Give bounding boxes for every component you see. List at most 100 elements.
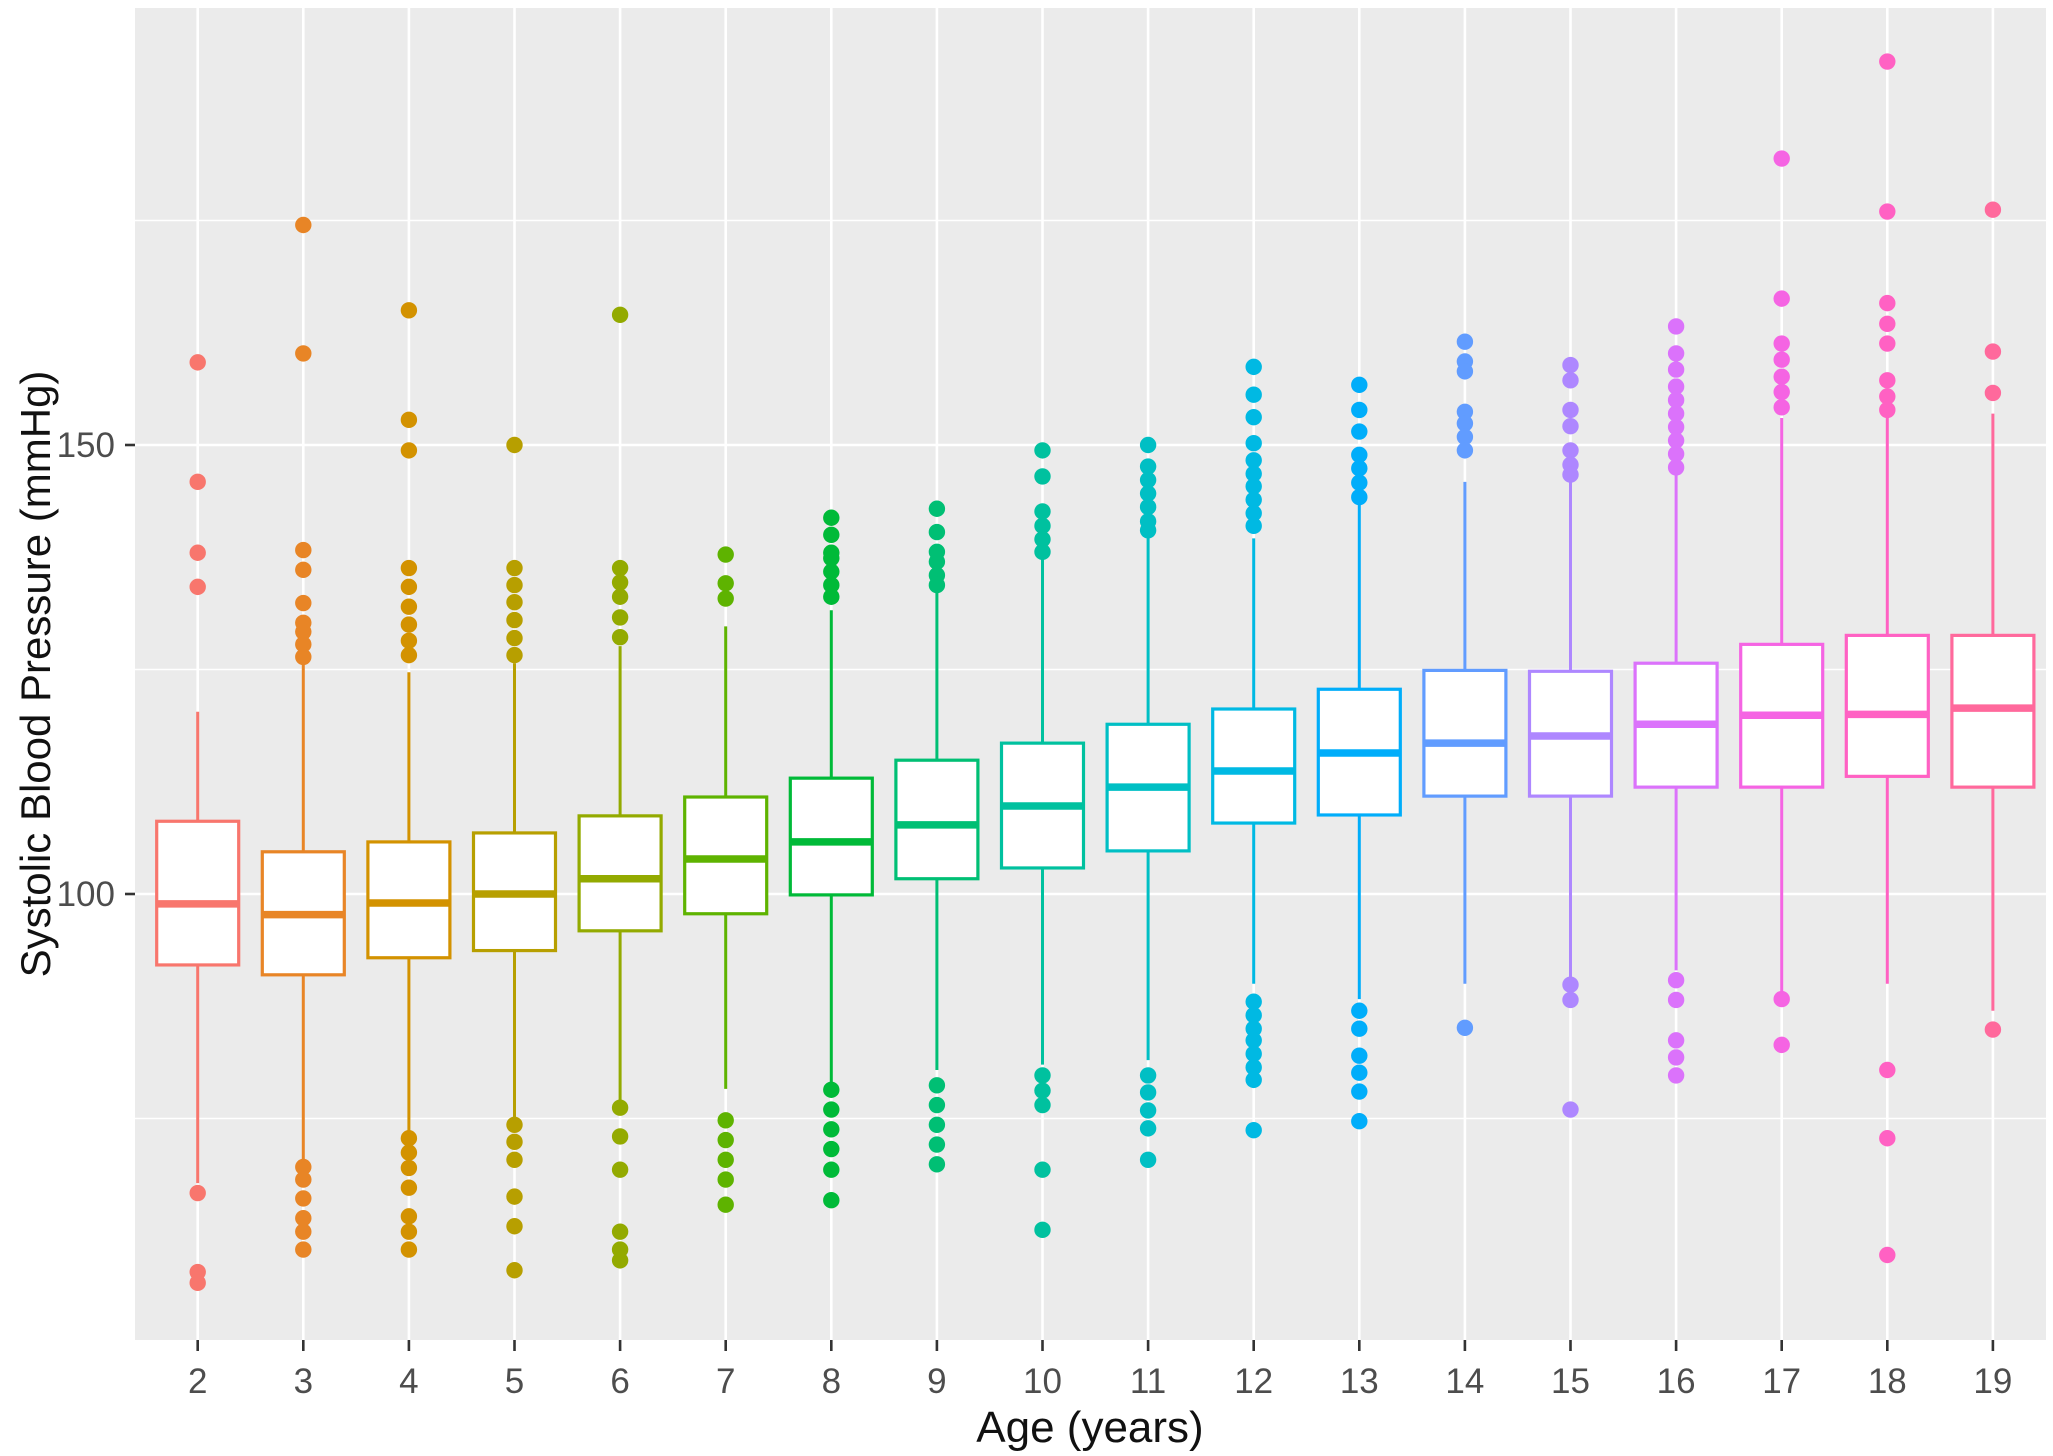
- outlier-age-5: [506, 1218, 523, 1235]
- outlier-age-12: [1245, 358, 1262, 376]
- outlier-age-9: [928, 1116, 946, 1133]
- outlier-age-17: [1773, 990, 1790, 1008]
- outlier-age-4: [400, 1159, 418, 1177]
- outlier-age-3: [295, 623, 312, 640]
- outlier-age-5: [506, 1188, 523, 1205]
- x-axis-title: Age (years): [976, 1403, 1204, 1452]
- x-tick-label: 19: [1973, 1362, 2012, 1401]
- outlier-age-10: [1034, 442, 1051, 459]
- outlier-age-12: [1245, 478, 1262, 495]
- outlier-age-7: [717, 546, 734, 563]
- outlier-age-18: [1879, 294, 1896, 312]
- outlier-age-7: [717, 1131, 734, 1149]
- outlier-age-9: [928, 500, 946, 517]
- box-age-12: [1211, 707, 1297, 825]
- outlier-age-15: [1562, 442, 1579, 459]
- outlier-age-11: [1139, 1102, 1157, 1119]
- outlier-age-8: [823, 563, 840, 580]
- outlier-age-6: [611, 1099, 629, 1116]
- x-tick-label: 2: [188, 1362, 207, 1401]
- x-tick-label: 18: [1868, 1362, 1907, 1401]
- outlier-age-11: [1139, 498, 1157, 516]
- outlier-age-15: [1562, 372, 1579, 389]
- box-age-18: [1844, 633, 1930, 778]
- outlier-age-12: [1245, 505, 1262, 522]
- outlier-age-16: [1667, 1067, 1685, 1084]
- outlier-age-3: [295, 636, 312, 653]
- outlier-age-5: [506, 1116, 523, 1133]
- outlier-age-12: [1245, 408, 1262, 426]
- outlier-age-12: [1245, 465, 1262, 482]
- outlier-age-7: [717, 1151, 734, 1169]
- outlier-age-16: [1667, 345, 1685, 362]
- outlier-age-4: [400, 646, 418, 664]
- outlier-age-10: [1034, 531, 1051, 548]
- outlier-age-7: [717, 1171, 734, 1188]
- outlier-age-13: [1351, 1047, 1368, 1064]
- outlier-age-5: [506, 576, 523, 594]
- outlier-age-16: [1667, 991, 1685, 1009]
- outlier-age-18: [1879, 1130, 1896, 1147]
- outlier-age-15: [1562, 991, 1579, 1009]
- outlier-age-17: [1773, 351, 1790, 368]
- outlier-age-13: [1351, 488, 1368, 506]
- x-tick-label: 9: [927, 1362, 946, 1401]
- outlier-age-17: [1773, 290, 1790, 307]
- outlier-age-2: [189, 1274, 206, 1292]
- outlier-age-6: [611, 609, 629, 626]
- outlier-age-16: [1667, 972, 1685, 989]
- outlier-age-14: [1456, 415, 1474, 432]
- outlier-age-4: [400, 1241, 418, 1258]
- outlier-age-10: [1034, 1221, 1051, 1239]
- outlier-age-2: [189, 1184, 206, 1202]
- outlier-age-12: [1245, 1032, 1262, 1049]
- outlier-age-12: [1245, 1059, 1262, 1076]
- box-age-6: [577, 814, 663, 933]
- outlier-age-17: [1773, 383, 1790, 401]
- box-age-2: [155, 819, 241, 967]
- outlier-age-8: [823, 1081, 840, 1098]
- outlier-age-7: [717, 575, 734, 592]
- outlier-age-12: [1245, 517, 1262, 535]
- outlier-age-8: [823, 1161, 840, 1178]
- outlier-age-15: [1562, 417, 1579, 435]
- outlier-age-5: [506, 1151, 523, 1169]
- outlier-age-5: [506, 1262, 523, 1279]
- outlier-age-3: [295, 1171, 312, 1188]
- outlier-age-8: [823, 509, 840, 526]
- outlier-age-19: [1984, 384, 2002, 402]
- outlier-age-15: [1562, 976, 1579, 993]
- outlier-age-18: [1879, 203, 1896, 220]
- outlier-age-5: [506, 593, 523, 611]
- outlier-age-15: [1562, 401, 1579, 419]
- outlier-age-2: [189, 578, 206, 596]
- outlier-age-4: [400, 1223, 418, 1240]
- outlier-age-8: [823, 1192, 840, 1209]
- outlier-age-16: [1667, 405, 1685, 422]
- x-tick-label: 8: [822, 1362, 841, 1401]
- x-tick-label: 17: [1762, 1362, 1801, 1401]
- outlier-age-6: [611, 559, 629, 577]
- outlier-age-12: [1245, 1121, 1262, 1139]
- outlier-age-15: [1562, 1101, 1579, 1118]
- outlier-age-9: [928, 553, 946, 570]
- outlier-age-13: [1351, 1002, 1368, 1019]
- outlier-age-6: [611, 306, 629, 323]
- outlier-age-13: [1351, 1020, 1368, 1037]
- outlier-age-3: [295, 1223, 312, 1240]
- outlier-age-4: [400, 559, 418, 577]
- box-age-14: [1422, 668, 1508, 798]
- outlier-age-5: [506, 559, 523, 577]
- outlier-age-9: [928, 1156, 946, 1173]
- outlier-age-11: [1139, 1067, 1157, 1084]
- outlier-age-11: [1139, 1084, 1157, 1101]
- outlier-age-4: [400, 1179, 418, 1196]
- outlier-age-8: [823, 588, 840, 605]
- outlier-age-3: [295, 1158, 312, 1176]
- outlier-age-11: [1139, 522, 1157, 539]
- outlier-age-3: [295, 648, 312, 666]
- outlier-age-15: [1562, 356, 1579, 374]
- outlier-age-14: [1456, 1019, 1474, 1037]
- x-tick-label: 16: [1657, 1362, 1696, 1401]
